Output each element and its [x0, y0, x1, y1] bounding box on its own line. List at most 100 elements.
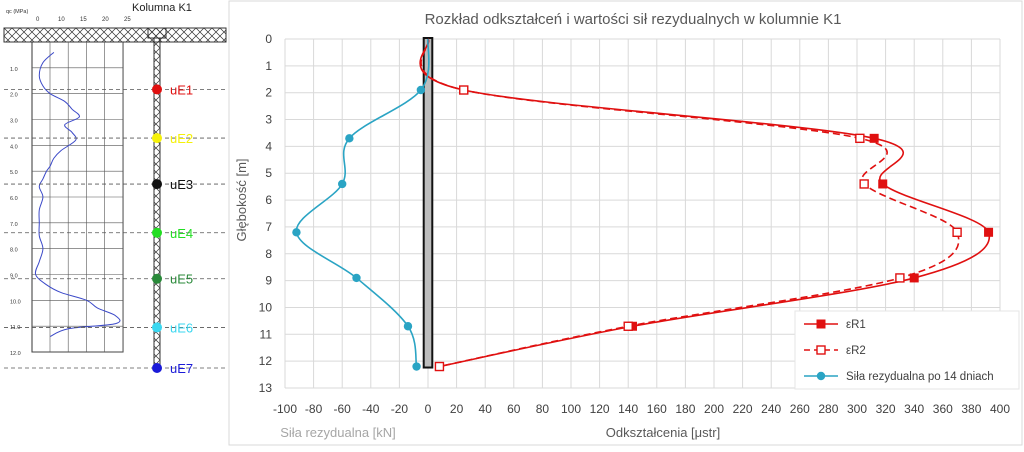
sensor-label-2: uE3 — [170, 177, 193, 192]
y-axis-label: Głębokość [m] — [234, 158, 249, 241]
legend-marker-2 — [816, 371, 826, 381]
sensor-dot-4 — [152, 273, 162, 284]
x-tick-label-3: -40 — [362, 402, 380, 416]
x-tick-label-9: 80 — [536, 402, 550, 416]
y-tick-label-7: 7 — [265, 220, 272, 234]
series-0-point-4 — [984, 227, 994, 237]
column-profile-panel: Kolumna K1 1.0 2.0 3.0 4.0 5.0 6.0 7.0 8.0 9.0 10… — [3, 2, 227, 376]
cpt-depth-tick-1: 2.0 — [10, 93, 18, 99]
pile-column-rect — [422, 37, 434, 369]
cpt-depth-tick-4: 5.0 — [10, 170, 18, 176]
x-tick-label-0: -100 — [273, 402, 297, 416]
y-tick-label-8: 8 — [265, 247, 272, 261]
x-axis-ticks: -100 -80 -60 -40 -20 0 20 40 60 80 100 120 140 160 180… — [273, 402, 1010, 416]
x-tick-label-7: 40 — [479, 402, 493, 416]
sensor-dot-0 — [152, 84, 162, 95]
series-1-point-3 — [859, 179, 869, 189]
chart-title: Rozkład odkształceń i wartości sił rezyd… — [425, 11, 842, 28]
y-tick-label-11: 11 — [260, 327, 273, 341]
series-line-2 — [295, 38, 430, 367]
legend-label-0: εR1 — [846, 319, 866, 331]
legend-marker-0 — [816, 319, 826, 329]
series-0-point-5 — [909, 273, 919, 283]
cpt-depth-tick-7: 8.0 — [10, 248, 18, 254]
cpt-depth-tick-8: 9.0 — [10, 274, 18, 280]
x-tick-label-24: 380 — [961, 402, 981, 416]
series-2-point-2 — [345, 134, 354, 143]
series-2-point-1 — [416, 85, 426, 95]
sensor-dot-2 — [152, 179, 162, 190]
series-2-point-3 — [338, 179, 347, 189]
cpt-x-tick-4: 25 — [124, 17, 131, 23]
cpt-depth-tick-0: 1.0 — [10, 67, 18, 73]
column-title: Kolumna K1 — [132, 2, 192, 14]
x-tick-label-18: 260 — [790, 402, 810, 416]
x-tick-label-23: 360 — [933, 402, 953, 416]
cpt-depth-tick-5: 6.0 — [10, 196, 18, 202]
cpt-x-tick-3: 20 — [102, 17, 109, 23]
sensor-dot-1 — [152, 133, 162, 144]
series-2-point-7 — [412, 362, 421, 371]
x-tick-label-15: 200 — [704, 402, 724, 416]
x-tick-label-25: 400 — [990, 402, 1010, 416]
sensor-markers: uE1 uE2 uE3 uE4 uE5 uE6 uE7 — [4, 82, 226, 376]
cpt-profile-line — [34, 51, 121, 337]
x-tick-label-14: 180 — [675, 402, 695, 416]
legend-label-1: εR2 — [846, 345, 866, 357]
sensor-label-1: uE2 — [170, 131, 193, 146]
cpt-depth-tick-6: 7.0 — [10, 222, 18, 228]
sensor-dot-5 — [152, 322, 162, 333]
series-1-point-1 — [459, 85, 469, 95]
y-tick-label-6: 6 — [265, 193, 272, 207]
chart-frame — [228, 0, 1023, 446]
sensor-label-0: uE1 — [170, 82, 193, 97]
series-2-point-5 — [352, 273, 361, 283]
y-tick-label-13: 13 — [259, 381, 273, 395]
cpt-depth-tick-11: 12.0 — [10, 351, 21, 357]
y-tick-label-9: 9 — [265, 274, 272, 288]
legend-marker-1 — [816, 345, 826, 355]
x-tick-label-21: 320 — [876, 402, 896, 416]
x-tick-label-8: 60 — [507, 402, 521, 416]
cpt-depth-tick-9: 10.0 — [10, 299, 21, 305]
y-tick-label-1: 1 — [265, 59, 272, 73]
x-tick-label-19: 280 — [818, 402, 838, 416]
y-tick-label-10: 10 — [259, 300, 273, 314]
sensor-label-5: uE6 — [170, 320, 193, 335]
series-layer — [292, 38, 994, 372]
cpt-x-tick-2: 15 — [80, 17, 87, 23]
series-1-point-4 — [952, 227, 962, 237]
series-1-point-6 — [623, 321, 633, 331]
series-1-point-5 — [895, 273, 905, 283]
strain-chart-panel: Rozkład odkształceń i wartości sił rezyd… — [228, 0, 1023, 446]
x-tick-label-6: 20 — [450, 402, 464, 416]
cpt-plot: 1.0 2.0 3.0 4.0 5.0 6.0 7.0 8.0 9.0 10.0 11.0 12.0 0… — [3, 9, 227, 357]
x-tick-label-10: 100 — [561, 402, 581, 416]
y-tick-label-12: 12 — [259, 354, 273, 368]
x-tick-label-5: 0 — [425, 402, 432, 416]
series-2 — [292, 38, 430, 371]
cpt-depth-tick-10: 11.0 — [10, 325, 20, 331]
x-axis-label-force: Siła rezydualna [kN] — [280, 425, 396, 440]
series-1 — [420, 38, 962, 372]
x-tick-label-12: 140 — [618, 402, 638, 416]
series-line-1 — [420, 38, 960, 368]
cpt-axis-label: qc (MPa) — [6, 9, 28, 15]
series-2-point-4 — [292, 228, 301, 237]
series-1-point-2 — [855, 133, 865, 144]
sensor-label-3: uE4 — [170, 226, 193, 241]
x-tick-label-2: -60 — [334, 402, 352, 416]
x-tick-label-17: 240 — [761, 402, 781, 416]
x-tick-label-20: 300 — [847, 402, 867, 416]
sensor-dot-3 — [152, 227, 162, 238]
cpt-depth-tick-2: 3.0 — [10, 119, 18, 125]
pile-cap — [147, 27, 167, 39]
y-tick-label-0: 0 — [265, 32, 272, 46]
pile-column-bar — [422, 37, 434, 369]
cpt-x-tick-1: 10 — [58, 17, 65, 23]
y-tick-label-5: 5 — [265, 166, 272, 180]
series-1-point-7 — [434, 361, 445, 372]
